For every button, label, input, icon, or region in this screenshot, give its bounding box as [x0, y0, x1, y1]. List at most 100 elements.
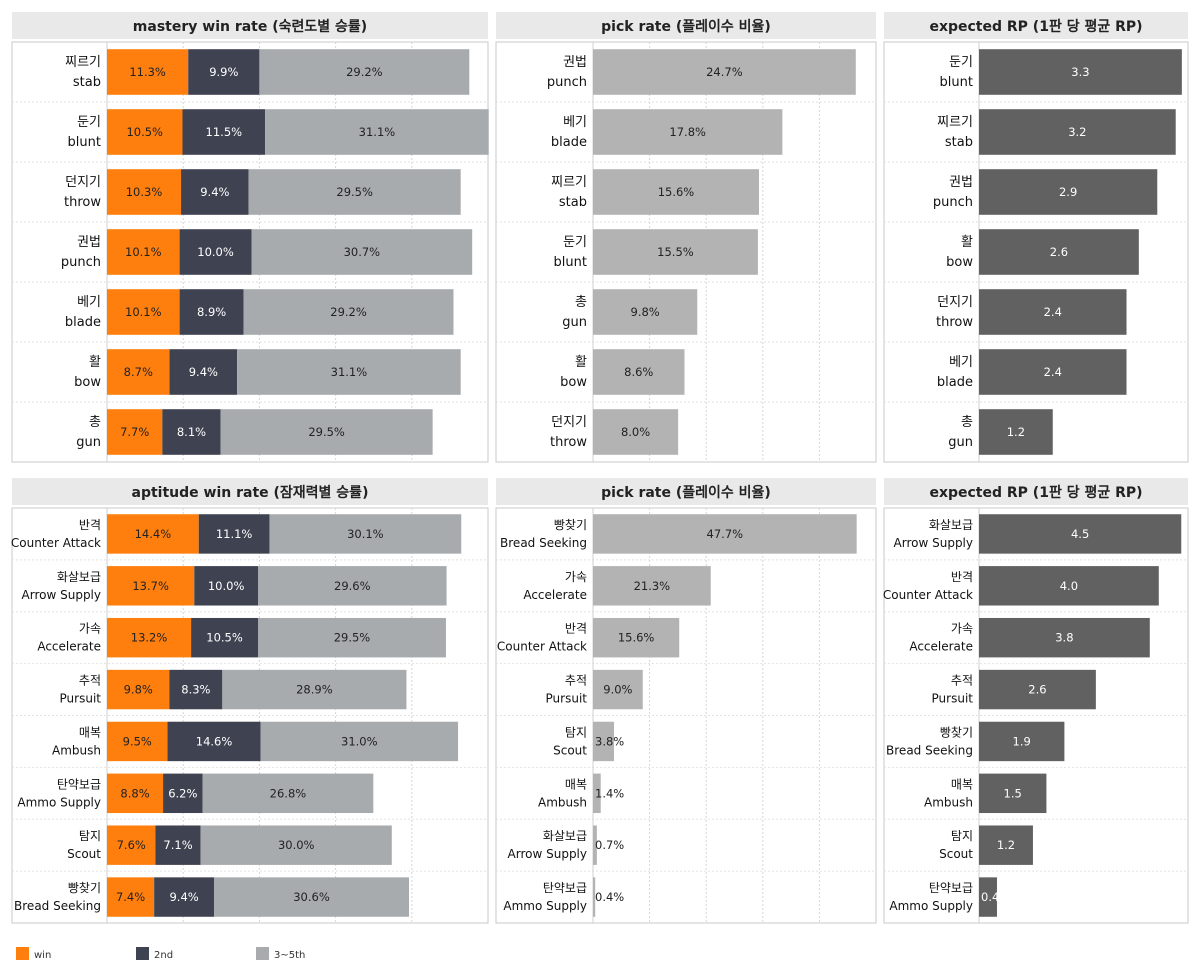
panel4-bar-second [198, 514, 270, 554]
panel2-tick-label: 던지기 [551, 415, 587, 430]
panel5-tick-label: 매복 [565, 777, 587, 791]
panel4-tick-label: 매복 [79, 725, 101, 739]
panel2-frame [495, 41, 877, 463]
panel4-data-label: 10.5% [206, 631, 243, 645]
panel5-data-label: 47.7% [707, 527, 744, 541]
panel3-tick-label: punch [933, 195, 973, 210]
panel1-bar-third [251, 229, 473, 275]
panel3-tick-label: throw [936, 315, 973, 330]
panel4-data-label: 31.0% [341, 734, 378, 748]
panel1-data-label: 30.7% [344, 245, 381, 259]
panel5-tick-label: 가속 [565, 570, 587, 584]
panel2-data-label: 8.0% [621, 425, 650, 439]
panel4-bar-win [107, 773, 164, 814]
panel3-data-label: 2.6 [1050, 245, 1068, 259]
panel3-title: expected RP (1판 당 평균 RP) [929, 18, 1142, 35]
panel1-bar-second [179, 229, 252, 275]
legend-swatch-second [136, 947, 149, 960]
panel2-bar-pick [593, 349, 685, 395]
panel4-tick-label: 가속 [79, 622, 101, 636]
panel2-tick-label: 활 [575, 355, 587, 370]
panel2-bar-pick [593, 169, 759, 215]
panel3-data-label: 2.9 [1059, 185, 1077, 199]
panel4-tick-label: Accelerate [37, 640, 101, 654]
panel1-data-label: 9.9% [209, 65, 238, 79]
panel4-bar-third [269, 514, 462, 554]
panel4-tick-label: 화살보급 [57, 570, 101, 584]
panel2-tick-label: 둔기 [563, 235, 587, 250]
panel3-bar-rp [979, 349, 1127, 395]
panel5-tick-label: 추적 [565, 674, 587, 688]
panel1-data-label: 10.1% [125, 305, 162, 319]
panel4-tick-label: 빵찾기 [68, 881, 101, 895]
panel1-data-label: 10.5% [126, 125, 163, 139]
panel3-tick-label: blade [937, 375, 973, 390]
panel4-data-label: 29.6% [334, 579, 371, 593]
panel4-bar-third [200, 825, 392, 865]
legend-swatch-third [256, 947, 269, 960]
panel5-title: pick rate (플레이수 비율) [601, 484, 771, 501]
panel1-tick-label: 권법 [77, 235, 101, 250]
panel5-title-bg [496, 478, 876, 505]
panel1-data-label: 29.5% [336, 185, 373, 199]
panel2-tick-label: punch [547, 75, 587, 90]
panel6-bar-rp [979, 877, 997, 917]
panel2-tick-label: 베기 [563, 115, 587, 130]
panel3-data-label: 2.4 [1044, 365, 1062, 379]
panel2-tick-label: blade [551, 135, 587, 150]
panel4-tick-label: Arrow Supply [22, 588, 101, 602]
panel4-data-label: 30.6% [293, 890, 330, 904]
panel6-tick-label: Accelerate [909, 640, 973, 654]
panel6-bar-rp [979, 825, 1033, 865]
panel1-data-label: 8.9% [197, 305, 226, 319]
panel6-bar-rp [979, 617, 1150, 658]
panel4-data-label: 6.2% [168, 786, 197, 800]
panel6-tick-label: 탄약보급 [929, 880, 973, 895]
panel6-tick-label: 탐지 [951, 829, 973, 843]
panel1-tick-label: bow [74, 375, 101, 390]
panel5-tick-label: Bread Seeking [500, 536, 587, 550]
panel4-bar-second [194, 566, 258, 606]
panel6-title-bg [884, 478, 1188, 505]
panel3-tick-label: stab [945, 135, 973, 150]
panel1-title: mastery win rate (숙련도별 승률) [133, 18, 367, 35]
panel2-bar-pick [593, 229, 758, 275]
panel1-data-label: 9.4% [200, 185, 229, 199]
panel6-bar-rp [979, 514, 1182, 554]
panel2-data-label: 17.8% [669, 125, 706, 139]
panel4-bar-third [257, 566, 447, 606]
panel2-tick-label: 찌르기 [551, 175, 587, 190]
panel2-data-label: 8.6% [624, 365, 653, 379]
panel6-tick-label: Ambush [924, 795, 973, 809]
panel1-data-label: 10.0% [197, 245, 234, 259]
panel2-tick-label: 권법 [563, 55, 587, 70]
panel4-data-label: 7.6% [117, 838, 146, 852]
panel1-tick-label: 찌르기 [65, 55, 101, 70]
panel5-tick-label: Scout [553, 743, 587, 757]
panel1-data-label: 11.5% [206, 125, 243, 139]
panel3-bar-rp [979, 49, 1182, 95]
panel4-bar-win [107, 566, 195, 606]
panel4-data-label: 11.1% [216, 527, 253, 541]
panel5-bar-pick [593, 825, 597, 865]
panel3-frame [883, 41, 1189, 463]
panel1-frame [11, 41, 489, 463]
panel2-tick-label: stab [559, 195, 587, 210]
panel1-data-label: 9.4% [189, 365, 218, 379]
panel1-tick-label: blade [65, 315, 101, 330]
panel6-data-label: 1.9 [1013, 734, 1031, 748]
panel1-data-label: 29.2% [346, 65, 383, 79]
panel5-tick-label: Ammo Supply [503, 899, 587, 913]
panel4-bar-third [260, 721, 459, 762]
panel5-tick-label: 화살보급 [543, 829, 587, 843]
panel1-data-label: 8.7% [124, 365, 153, 379]
panel3-tick-label: 찌르기 [937, 115, 973, 130]
panel1-bar-win [107, 229, 180, 275]
panel4-bar-second [154, 877, 215, 917]
panel5-tick-label: Ambush [538, 795, 587, 809]
panel5-tick-label: 반격 [565, 622, 587, 636]
panel5-bar-pick [593, 877, 596, 917]
panel6-title: expected RP (1판 당 평균 RP) [929, 484, 1142, 501]
panel3-data-label: 3.3 [1071, 65, 1089, 79]
panel6-tick-label: Pursuit [932, 692, 974, 706]
